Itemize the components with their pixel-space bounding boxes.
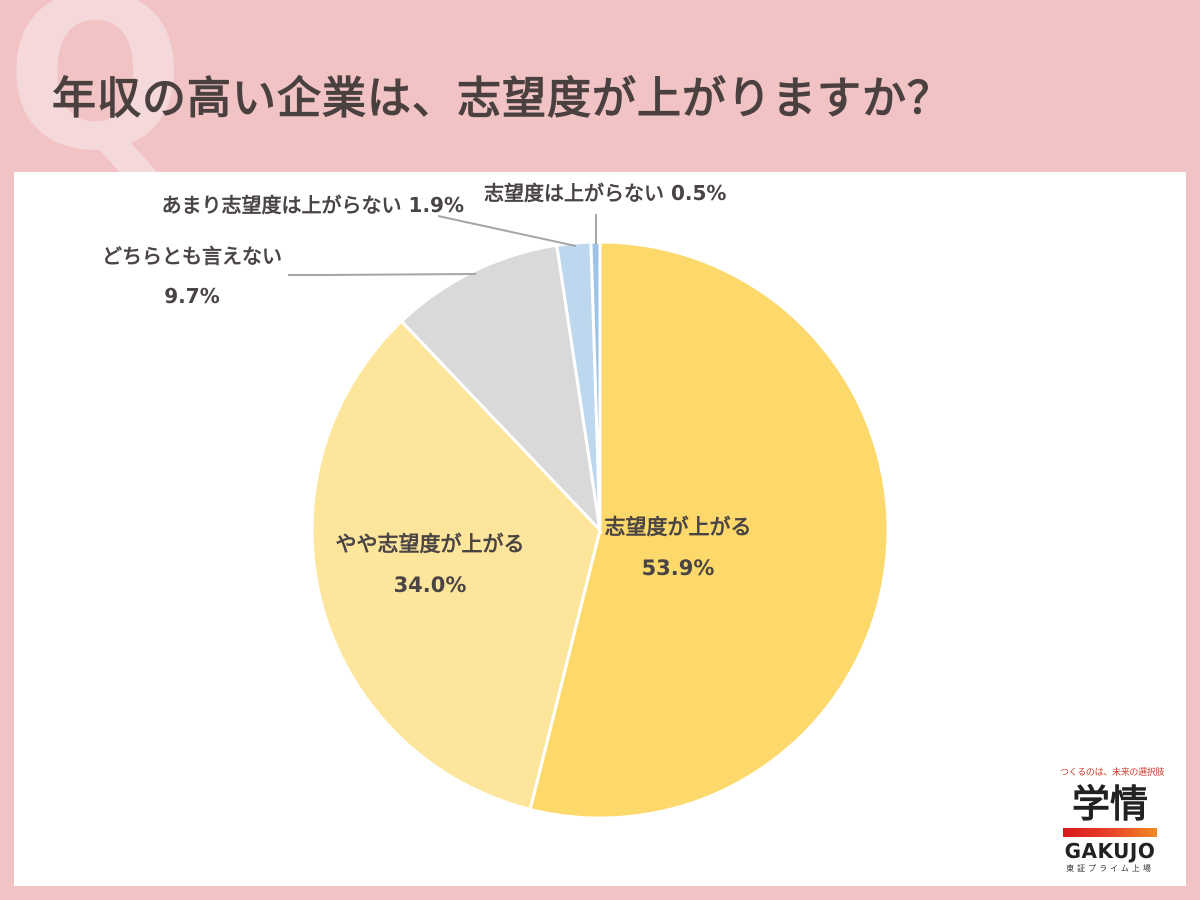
slice-value-1: 53.9% [642,556,715,580]
pie-slice-3 [399,243,603,535]
chart-panel: 志望度が上がる 53.9% やや志望度が上がる 34.0% どちらとも言えない 9.7% あ… [14,172,1186,886]
logo-subtitle: 東証プライム上場 [1066,864,1154,873]
slice-value-3: 9.7% [164,284,219,308]
slice-label-1: 志望度が上がる [605,515,752,539]
slice-label-2: やや志望度が上がる [336,532,525,556]
logo-tagline: つくるのは、未来の選択肢 [1060,768,1165,778]
q-watermark: Q [6,0,185,197]
gakujo-logo: つくるのは、未来の選択肢 学情 GAKUJO 東証プライム上場 [1060,765,1165,874]
logo-bar [1063,828,1157,837]
slice-label-3: どちらとも言えない [102,244,282,268]
pie-slice-1 [528,240,890,820]
logo-name: GAKUJO [1064,839,1156,863]
slice-label-5: 志望度は上がらない 0.5% [484,181,726,205]
pie-chart: 志望度が上がる 53.9% やや志望度が上がる 34.0% どちらとも言えない 9.7% あ… [102,181,890,820]
slice-label-4: あまり志望度は上がらない 1.9% [162,193,464,217]
pie-slice-2 [310,319,602,812]
leader-line-4 [437,215,577,247]
logo-mark: 学情 [1071,782,1148,826]
page-title: 年収の高い企業は、志望度が上がりますか？ [52,73,952,124]
slice-value-2: 34.0% [394,573,467,597]
leader-line-3 [288,273,477,276]
